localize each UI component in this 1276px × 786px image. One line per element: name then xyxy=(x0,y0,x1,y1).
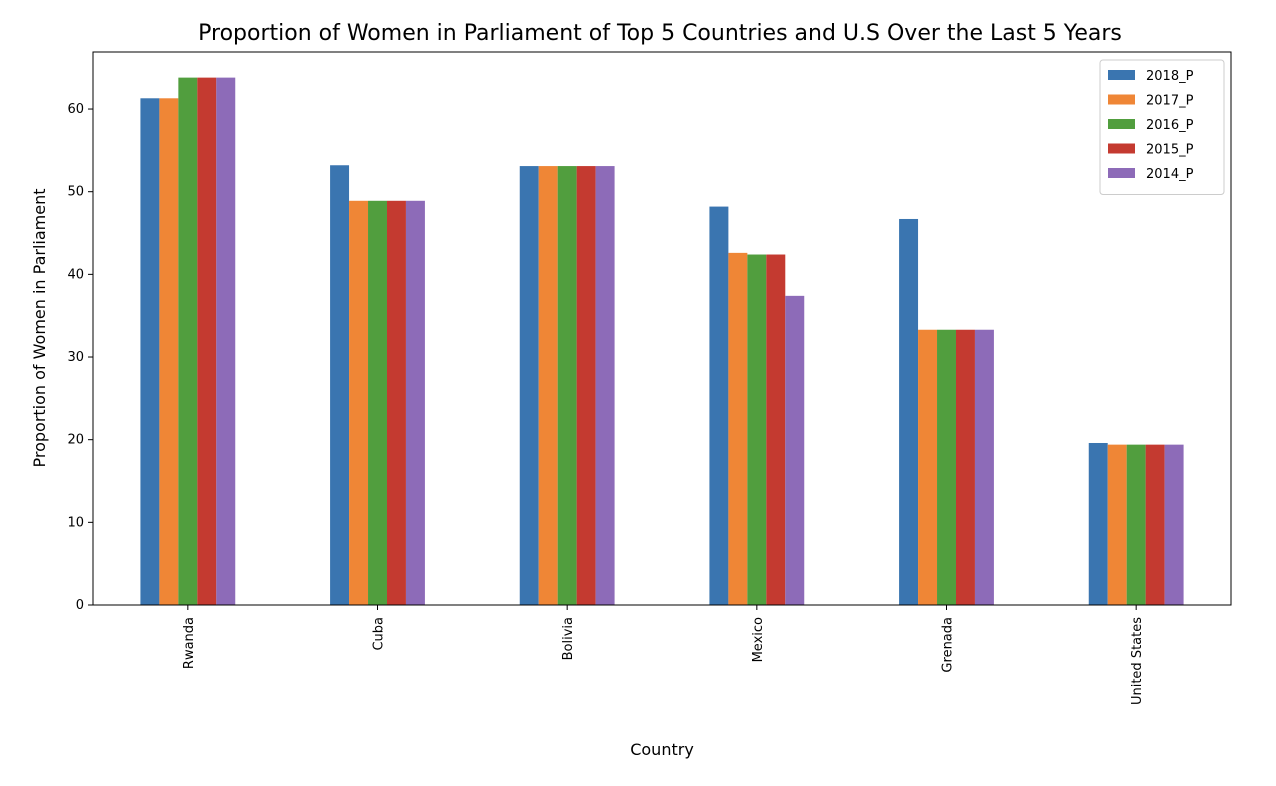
legend-swatch xyxy=(1108,94,1135,105)
legend-swatch xyxy=(1108,168,1135,178)
x-tick-label: Grenada xyxy=(941,617,956,673)
bar-rwanda-2014-p xyxy=(216,77,236,606)
legend: 2018_P 2017_P 2016_P 2015_P 2014_P xyxy=(1099,59,1225,195)
bar-united-states-2017-p xyxy=(1107,444,1127,605)
bar-bolivia-2018-p xyxy=(519,166,539,605)
y-axis-ticks: 0 10 20 30 40 50 60 xyxy=(67,102,93,613)
bar-bolivia-2015-p xyxy=(576,166,596,605)
bar-united-states-2018-p xyxy=(1088,442,1108,605)
bar-rwanda-2018-p xyxy=(140,98,160,605)
x-axis-label: Country xyxy=(630,740,694,759)
y-tick-label: 30 xyxy=(67,350,84,365)
x-axis-ticks: Rwanda Cuba Bolivia Mexico Grenada United Sta… xyxy=(182,605,1145,705)
bar-cuba-2016-p xyxy=(368,200,387,606)
y-tick-label: 50 xyxy=(67,185,84,200)
bar-grenada-2016-p xyxy=(937,329,956,605)
bar-cuba-2017-p xyxy=(349,200,369,606)
bar-united-states-2014-p xyxy=(1164,444,1184,605)
bar-rwanda-2015-p xyxy=(197,77,217,606)
x-tick-label: United States xyxy=(1130,617,1145,705)
x-tick-label: Rwanda xyxy=(182,617,197,669)
bar-mexico-2014-p xyxy=(785,295,805,605)
bar-cuba-2018-p xyxy=(330,165,350,605)
y-tick-label: 60 xyxy=(67,102,84,117)
bar-grenada-2018-p xyxy=(899,218,919,605)
bar-bolivia-2014-p xyxy=(595,166,615,605)
bar-grenada-2017-p xyxy=(918,329,938,605)
bars-group xyxy=(140,77,1184,606)
plot-frame xyxy=(92,51,1232,606)
y-tick-label: 0 xyxy=(76,598,84,613)
legend-swatch xyxy=(1108,143,1135,154)
bar-united-states-2016-p xyxy=(1126,444,1146,605)
bar-rwanda-2016-p xyxy=(178,77,198,606)
legend-label: 2018_P xyxy=(1146,69,1194,84)
legend-swatch xyxy=(1108,70,1135,80)
x-tick-label: Bolivia xyxy=(561,617,576,660)
chart-title: Proportion of Women in Parliament of Top… xyxy=(198,21,1122,46)
y-tick-label: 10 xyxy=(67,515,84,530)
bar-mexico-2018-p xyxy=(709,206,729,605)
bar-bolivia-2016-p xyxy=(557,166,577,605)
bar-mexico-2017-p xyxy=(728,252,748,605)
legend-swatch xyxy=(1108,119,1135,129)
bar-bolivia-2017-p xyxy=(538,166,558,605)
bar-rwanda-2017-p xyxy=(159,98,179,605)
y-tick-label: 40 xyxy=(67,267,84,282)
legend-label: 2014_P xyxy=(1146,167,1194,182)
legend-label: 2016_P xyxy=(1146,118,1194,133)
bar-cuba-2014-p xyxy=(405,200,425,606)
legend-label: 2015_P xyxy=(1146,143,1194,158)
bar-united-states-2015-p xyxy=(1145,444,1165,605)
x-tick-label: Cuba xyxy=(372,617,387,651)
bar-cuba-2015-p xyxy=(386,200,406,606)
bar-mexico-2016-p xyxy=(747,254,767,605)
legend-label: 2017_P xyxy=(1146,94,1194,109)
bar-grenada-2015-p xyxy=(955,329,975,605)
x-tick-label: Mexico xyxy=(751,617,766,662)
bar-mexico-2015-p xyxy=(766,254,786,605)
y-tick-label: 20 xyxy=(67,433,84,448)
legend-box xyxy=(1099,59,1225,195)
bar-grenada-2014-p xyxy=(974,329,994,605)
y-axis-label: Proportion of Women in Parliament xyxy=(30,189,49,468)
